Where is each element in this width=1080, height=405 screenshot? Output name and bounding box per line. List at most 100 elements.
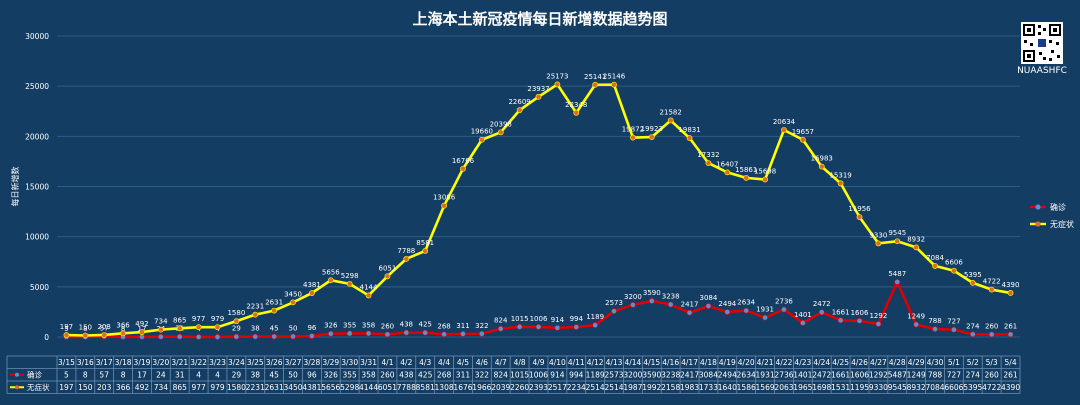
table-cell: 197 [59,383,74,392]
table-cell: 1661 [831,371,850,380]
table-header-cell: 3/21 [171,358,188,367]
y-tick-label: 10000 [25,233,49,242]
data-point [516,323,523,330]
data-point [497,129,504,136]
data-label: 3450 [284,290,302,298]
data-point [969,279,976,286]
data-label: 425 [419,321,432,329]
data-point [422,329,429,336]
data-point [120,330,126,337]
table-cell: 326 [324,371,339,380]
data-label: 20398 [490,120,512,128]
y-tick-label: 0 [44,333,49,342]
table-cell: 788 [928,371,943,380]
table-cell: 261 [1003,371,1018,380]
table-cell: 1308 [435,383,454,392]
table-cell: 1580 [227,383,246,392]
table-cell: 9545 [888,383,907,392]
data-label: 8 [83,325,87,333]
table-cell: 1015 [510,371,529,380]
data-point [252,311,259,318]
table-cell: 1606 [850,371,869,380]
data-point [667,301,674,308]
data-label: 438 [400,321,413,329]
table-cell: 355 [343,371,358,380]
table-header-cell: 3/31 [360,358,377,367]
data-label: 203 [98,323,111,331]
data-point [686,309,693,316]
data-label: 979 [211,315,224,323]
table-header-cell: 4/8 [514,358,526,367]
data-point [384,331,391,338]
data-point [630,134,636,141]
data-label: 7084 [926,254,944,262]
table-legend-marker [15,372,19,377]
data-point [743,174,750,181]
data-label: 6606 [945,259,963,267]
table-header-cell: 4/15 [643,358,660,367]
data-point [82,332,89,339]
data-point [1007,290,1014,296]
data-point [535,93,542,100]
data-point [951,326,957,333]
data-label: 1189 [586,313,604,321]
data-point [195,334,202,340]
data-point [1007,331,1014,338]
table-header-cell: 4/14 [624,358,641,367]
data-point [516,107,523,114]
data-label: 2634 [737,299,755,307]
y-tick-label: 20000 [25,132,49,141]
data-label: 727 [947,318,960,326]
data-point [139,329,145,335]
table-cell: 1586 [737,383,756,392]
table-header-cell: 4/29 [908,358,925,367]
table-header-cell: 4/10 [549,358,566,367]
data-label: 19657 [792,128,814,136]
data-label: 2736 [775,298,793,306]
data-label: 311 [456,322,469,330]
data-label: 268 [437,322,450,330]
table-cell: 1640 [718,383,737,392]
data-point [573,324,580,330]
table-cell: 24 [156,371,166,380]
data-point [988,331,995,338]
table-cell: 2234 [567,383,586,392]
data-label: 96 [307,324,316,332]
data-label: 16983 [811,155,833,163]
table-header-cell: 5/4 [1005,358,1017,367]
data-label: 2417 [681,301,699,309]
table-cell: 31 [175,371,185,380]
table-cell: 45 [269,371,279,380]
y-tick-label: 30000 [25,32,49,41]
table-header-cell: 4/20 [738,358,755,367]
data-label: 358 [362,321,375,329]
data-point [988,286,995,293]
data-label: 355 [343,321,356,329]
table-series-name: 确诊 [27,370,42,380]
data-point [592,322,599,328]
legend-marker-1 [1035,221,1041,227]
table-cell: 4381 [302,383,321,392]
chart-title: 上海本土新冠疫情每日新增数据趋势图 [412,10,668,28]
data-point [875,321,882,327]
table-header-cell: 4/26 [851,358,868,367]
data-point [932,263,938,269]
data-label: 150 [79,323,92,331]
data-point [875,240,882,247]
legend-label-1: 无症状 [1050,219,1074,229]
data-label: 734 [154,318,168,326]
data-point [799,320,806,326]
data-label: 326 [324,322,338,330]
data-label: 13086 [433,194,456,202]
data-point [724,169,731,176]
data-label: 4144 [360,283,378,291]
data-point [743,307,750,314]
data-point [441,331,447,338]
data-label: 19831 [678,126,700,134]
data-label: 16407 [716,160,738,168]
data-point [894,279,901,285]
data-label: 1249 [907,312,925,320]
table-cell: 1983 [680,383,699,392]
table-cell: 38 [250,371,260,380]
table-header-cell: 3/28 [303,358,320,367]
